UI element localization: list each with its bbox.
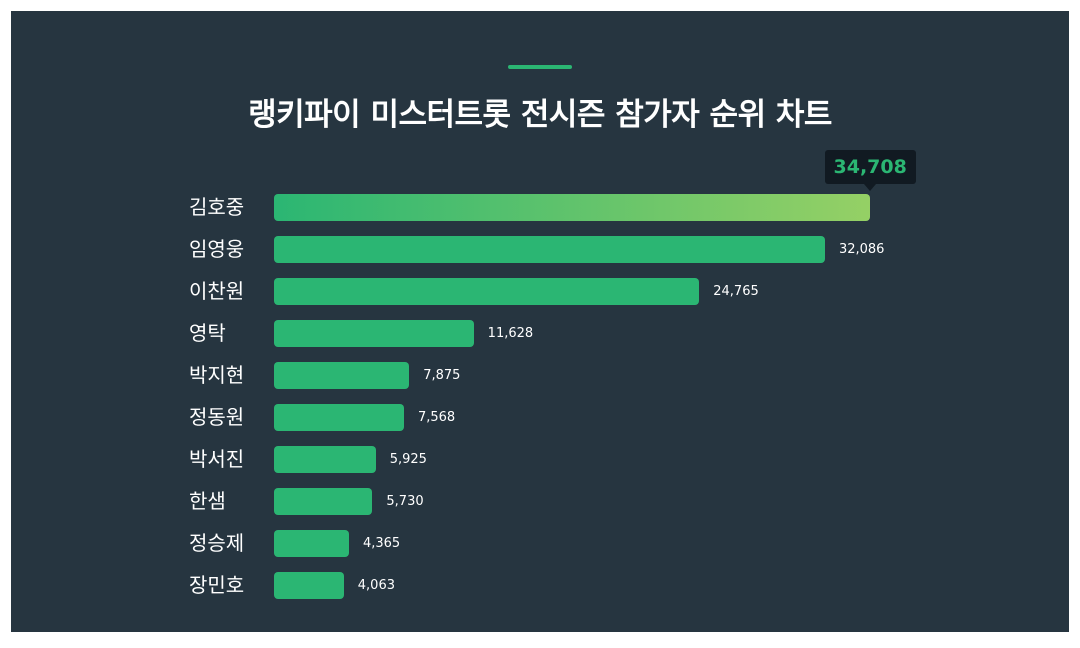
category-label: 박지현: [189, 363, 245, 387]
category-label: 정동원: [189, 405, 245, 429]
bar[interactable]: [274, 278, 700, 305]
chart-panel: 랭키파이 미스터트롯 전시즌 참가자 순위 차트 김호중 34,708 임영웅 32,…: [11, 11, 1069, 632]
value-label: 5,730: [386, 494, 424, 509]
value-label: 5,925: [389, 452, 427, 467]
category-label: 임영웅: [189, 237, 245, 261]
value-label: 7,568: [417, 410, 456, 425]
title-accent-line: [508, 65, 572, 69]
value-label: 24,765: [713, 284, 759, 299]
category-label: 박서진: [189, 447, 245, 471]
category-label: 한샘: [189, 489, 226, 513]
bar[interactable]: [274, 404, 404, 431]
bar[interactable]: [274, 194, 870, 221]
bar[interactable]: [274, 362, 410, 389]
bar[interactable]: [274, 488, 373, 515]
category-label: 김호중: [189, 195, 245, 219]
value-tooltip: 34,708: [824, 150, 916, 191]
bar[interactable]: [274, 236, 825, 263]
value-label: 7,875: [423, 368, 461, 383]
category-label: 장민호: [189, 573, 245, 597]
bar[interactable]: [274, 530, 349, 557]
value-label: 4,365: [362, 536, 401, 551]
bar[interactable]: [274, 572, 344, 599]
bar[interactable]: [274, 446, 376, 473]
bar-chart: 김호중 34,708 임영웅 32,086 이찬원 24,765 영탁 11,628 박지현 7,…: [11, 11, 1069, 632]
chart-title: 랭키파이 미스터트롯 전시즌 참가자 순위 차트: [248, 97, 832, 133]
bar[interactable]: [274, 320, 474, 347]
value-label: 4,063: [357, 578, 395, 593]
category-label: 정승제: [189, 531, 245, 555]
value-label: 11,628: [487, 326, 534, 341]
category-label: 이찬원: [189, 279, 245, 303]
value-label: 32,086: [838, 242, 885, 257]
category-label: 영탁: [189, 321, 226, 345]
